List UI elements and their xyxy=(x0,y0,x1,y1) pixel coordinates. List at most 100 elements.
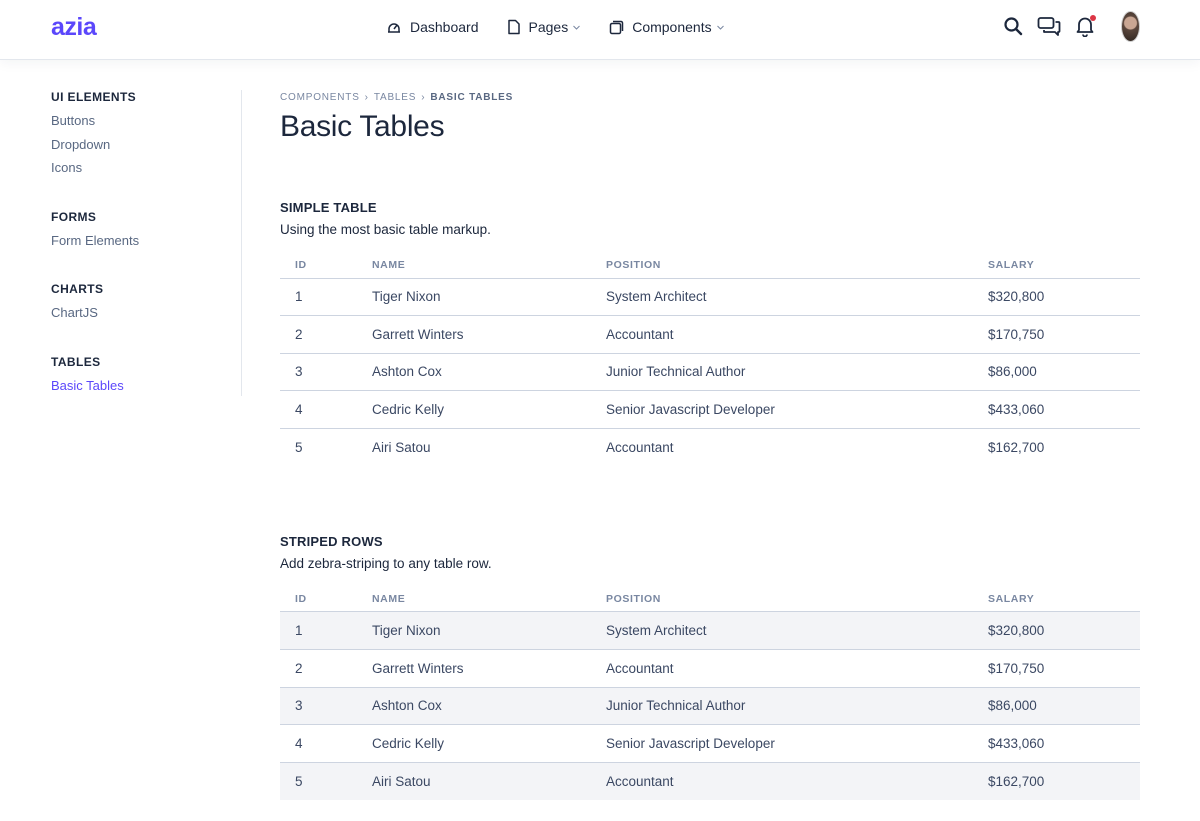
table-header-row: ID NAME POSITION SALARY xyxy=(280,591,1140,613)
cell-position: System Architect xyxy=(606,278,988,317)
table-row: 4 Cedric Kelly Senior Javascript Develop… xyxy=(280,390,1140,429)
cell-position: Junior Technical Author xyxy=(606,353,988,392)
cell-salary: $162,700 xyxy=(988,762,1140,800)
simple-table: ID NAME POSITION SALARY 1 Tiger Nixon Sy… xyxy=(280,258,1140,466)
sidebar-group-title: FORMS xyxy=(51,209,97,224)
table-row: 2 Garrett Winters Accountant $170,750 xyxy=(280,315,1140,354)
cell-name: Cedric Kelly xyxy=(372,390,606,429)
cell-name: Ashton Cox xyxy=(372,687,606,726)
cell-salary: $320,800 xyxy=(988,611,1140,651)
nav-dashboard-label: Dashboard xyxy=(410,19,479,35)
cell-position: System Architect xyxy=(606,611,988,651)
box-icon xyxy=(609,20,624,34)
cell-name: Cedric Kelly xyxy=(372,724,606,763)
table-row: 3 Ashton Cox Junior Technical Author $86… xyxy=(280,687,1140,726)
cell-position: Accountant xyxy=(606,439,674,455)
breadcrumb-separator-icon: › xyxy=(421,91,426,103)
section-title: SIMPLE TABLE xyxy=(280,200,377,215)
cell-salary: $162,700 xyxy=(988,439,1045,455)
table-row: 5 Airi Satou Accountant $162,700 xyxy=(280,428,1140,466)
avatar[interactable] xyxy=(1121,10,1140,42)
sidebar-group-title: UI ELEMENTS xyxy=(51,90,137,104)
main-content: COMPONENTS › TABLES › BASIC TABLES Basic… xyxy=(280,90,1140,800)
main-nav: Dashboard Pages Components xyxy=(386,19,753,35)
table-row: 2 Garrett Winters Accountant $170,750 xyxy=(280,649,1140,688)
cell-position: Senior Javascript Developer xyxy=(606,390,988,429)
column-header: SALARY xyxy=(988,591,1140,613)
cell-position: Accountant xyxy=(606,649,988,688)
section-title: STRIPED ROWS xyxy=(280,533,383,549)
cell-salary: $86,000 xyxy=(988,687,1140,726)
cell-id: 5 xyxy=(280,762,372,800)
column-header: POSITION xyxy=(606,591,988,613)
cell-position: Accountant xyxy=(606,762,988,800)
cell-name: Ashton Cox xyxy=(372,353,606,392)
sidebar-group-charts: CHARTS ChartJS xyxy=(51,282,241,328)
cell-name: Airi Satou xyxy=(372,762,606,800)
cell-salary: $320,800 xyxy=(988,278,1140,317)
breadcrumb: COMPONENTS › TABLES › BASIC TABLES xyxy=(280,90,1140,104)
breadcrumb-separator-icon: › xyxy=(364,91,369,103)
sidebar-group-title: CHARTS xyxy=(51,282,104,296)
chat-icon[interactable] xyxy=(1037,14,1061,38)
cell-salary: $170,750 xyxy=(988,315,1140,354)
bell-icon[interactable] xyxy=(1073,14,1097,38)
sidebar-item-chartjs[interactable]: ChartJS xyxy=(51,305,98,320)
chevron-down-icon xyxy=(573,25,581,30)
cell-id: 2 xyxy=(280,649,372,688)
search-icon[interactable] xyxy=(1001,14,1025,38)
column-header: POSITION xyxy=(606,258,988,279)
sidebar-item-basic-tables[interactable]: Basic Tables xyxy=(51,377,124,393)
sidebar-item-form-elements[interactable]: Form Elements xyxy=(51,232,140,248)
avatar-wrapper xyxy=(1109,10,1140,42)
section-description: Add zebra-striping to any table row. xyxy=(280,555,492,571)
breadcrumb-components[interactable]: COMPONENTS xyxy=(280,91,360,103)
striped-table-section: STRIPED ROWS Add zebra-striping to any t… xyxy=(280,534,1140,800)
table-row: 1 Tiger Nixon System Architect $320,800 xyxy=(280,278,1140,317)
column-header: ID xyxy=(280,591,372,613)
cell-salary: $433,060 xyxy=(988,390,1140,429)
page-icon xyxy=(507,19,520,35)
cell-id: 4 xyxy=(280,390,372,429)
nav-pages[interactable]: Pages xyxy=(507,19,582,35)
header-actions xyxy=(989,10,1140,42)
nav-dashboard[interactable]: Dashboard xyxy=(386,19,479,35)
cell-id: 3 xyxy=(280,687,372,726)
cell-salary: $433,060 xyxy=(988,724,1140,763)
cell-id: 5 xyxy=(295,439,303,455)
column-header: SALARY xyxy=(988,258,1140,279)
cell-id: 4 xyxy=(280,724,372,763)
cell-position: Accountant xyxy=(606,315,988,354)
page-title: Basic Tables xyxy=(280,110,445,143)
nav-components[interactable]: Components xyxy=(609,19,724,35)
sidebar-item-buttons[interactable]: Buttons xyxy=(51,113,96,128)
cell-name: Tiger Nixon xyxy=(372,278,606,317)
nav-components-label: Components xyxy=(632,19,712,35)
sidebar-group-forms: FORMS Form Elements xyxy=(51,210,241,256)
breadcrumb-tables[interactable]: TABLES xyxy=(373,91,417,103)
sidebar-item-icons[interactable]: Icons xyxy=(51,160,83,175)
cell-position: Junior Technical Author xyxy=(606,687,988,726)
logo[interactable]: azia xyxy=(51,13,97,41)
cell-name: Garrett Winters xyxy=(372,315,606,354)
dashboard-icon xyxy=(388,23,400,33)
cell-name: Garrett Winters xyxy=(372,649,606,688)
sidebar-group-ui-elements: UI ELEMENTS Buttons Dropdown Icons xyxy=(51,90,241,183)
app-header: azia Dashboard Pages Components xyxy=(0,0,1200,60)
cell-id: 3 xyxy=(280,353,372,392)
cell-id: 1 xyxy=(280,278,372,317)
cell-salary: $86,000 xyxy=(988,353,1140,392)
nav-pages-label: Pages xyxy=(528,19,569,35)
table-row: 5 Airi Satou Accountant $162,700 xyxy=(280,762,1140,800)
notification-dot xyxy=(1090,15,1096,21)
chevron-down-icon xyxy=(716,25,724,30)
sidebar-item-dropdown[interactable]: Dropdown xyxy=(51,136,111,152)
cell-salary: $170,750 xyxy=(988,649,1140,688)
table-row: 1 Tiger Nixon System Architect $320,800 xyxy=(280,611,1140,651)
column-header: NAME xyxy=(372,258,606,279)
column-header: NAME xyxy=(372,591,606,613)
sidebar: UI ELEMENTS Buttons Dropdown Icons FORMS… xyxy=(51,90,242,396)
sidebar-group-tables: TABLES Basic Tables xyxy=(51,355,241,401)
striped-table: ID NAME POSITION SALARY 1 Tiger Nixon Sy… xyxy=(280,591,1140,800)
column-header: ID xyxy=(280,258,372,279)
